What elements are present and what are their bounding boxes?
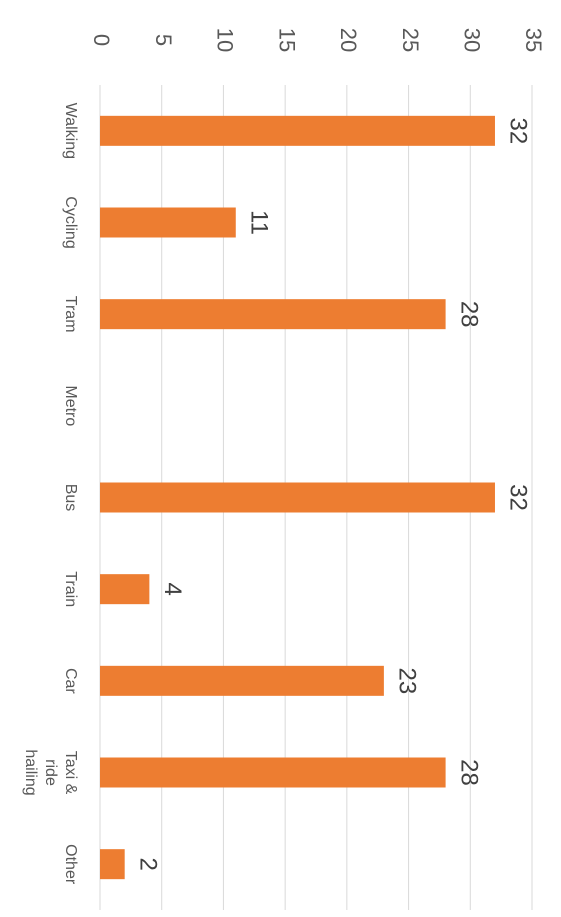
data-label: 2 bbox=[134, 857, 161, 870]
x-tick-label: Car bbox=[62, 668, 79, 694]
x-tick-label: Cycling bbox=[62, 196, 79, 248]
y-tick-label: 30 bbox=[459, 28, 484, 52]
x-tick-label: Tram bbox=[62, 296, 79, 333]
bar bbox=[99, 849, 125, 880]
data-label: 32 bbox=[505, 117, 532, 144]
x-tick-label: Walking bbox=[62, 103, 79, 159]
y-tick-label: 5 bbox=[151, 34, 176, 46]
bar bbox=[99, 299, 446, 330]
y-tick-label: 0 bbox=[89, 34, 114, 46]
data-label: 28 bbox=[455, 301, 482, 328]
y-tick-label: 10 bbox=[213, 28, 238, 52]
data-label: 28 bbox=[455, 759, 482, 786]
bar bbox=[99, 115, 495, 146]
bar bbox=[100, 207, 236, 238]
x-tick-label: Taxi &ridehailing bbox=[22, 749, 79, 795]
data-label: 32 bbox=[505, 484, 532, 511]
x-tick-label: Other bbox=[62, 844, 79, 885]
y-tick-label: 15 bbox=[274, 28, 299, 52]
x-tick-label: Bus bbox=[62, 484, 79, 512]
y-tick-label: 20 bbox=[336, 28, 361, 52]
data-label: 4 bbox=[159, 582, 186, 595]
bar bbox=[100, 665, 384, 696]
data-label: 23 bbox=[394, 667, 421, 694]
y-tick-label: 35 bbox=[521, 28, 546, 52]
bar bbox=[99, 482, 495, 513]
data-label: 11 bbox=[245, 210, 272, 235]
bar bbox=[100, 574, 150, 605]
x-tick-label: Metro bbox=[62, 385, 79, 426]
bar bbox=[99, 757, 446, 788]
plot: 0 5 10 15 20 25 30 35 Walking 32 Cycling 11 Tram 28 Me… bbox=[22, 28, 546, 910]
y-tick-label: 25 bbox=[398, 28, 423, 52]
x-tick-label: Train bbox=[62, 571, 79, 607]
